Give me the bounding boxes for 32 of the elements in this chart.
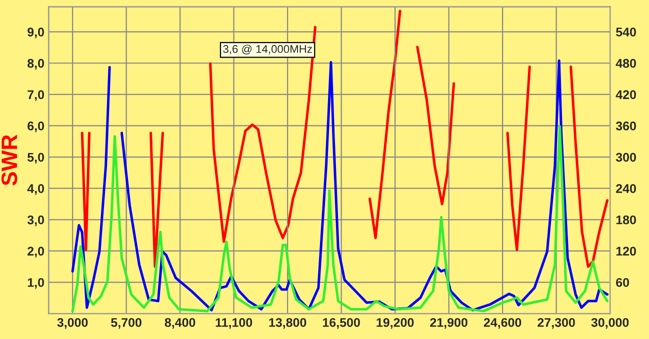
x-tick-label: 27,300 (538, 318, 575, 329)
x-tick-label: 21,900 (430, 318, 468, 329)
x-tick-label: 19,200 (376, 318, 414, 329)
x-tick-label: 5,700 (111, 318, 142, 329)
x-tick-label: 11,100 (216, 318, 252, 329)
y2-tick-label: 300 (616, 152, 636, 162)
y-tick-label: 7,0 (28, 90, 44, 101)
y-tick-label: 3,0 (27, 215, 44, 226)
y2-tick-label: 540 (616, 28, 636, 36)
y2-tick-label: 420 (616, 90, 636, 100)
annotation: 3,6 @ 14,000MHz (223, 44, 312, 54)
y-tick-label: 9,0 (28, 28, 44, 38)
y-tick-label: 1,0 (28, 278, 44, 289)
y-tick-label: 2,0 (28, 246, 44, 258)
y-tick-label: 5,0 (28, 152, 44, 164)
y-tick-label: 4,0 (27, 184, 44, 195)
y2-tick-label: 120 (616, 246, 636, 256)
x-tick-label: 30,000 (591, 318, 629, 329)
x-tick-label: 3,000 (57, 318, 88, 329)
y-axis-title: SWR (1, 134, 18, 186)
y2-tick-label: 240 (616, 184, 636, 194)
y2-tick-label: 360 (616, 122, 636, 130)
x-tick-label: 16,500 (322, 318, 360, 329)
y2-tick-label: 480 (616, 58, 636, 68)
x-tick-label: 24,600 (484, 318, 522, 329)
x-tick-label: 13,800 (269, 318, 306, 329)
y2-tick-label: 180 (616, 215, 636, 224)
y-tick-label: 6,0 (28, 122, 44, 132)
line-series (71, 125, 609, 312)
y2-tick-label: 60 (616, 278, 630, 287)
y-tick-label: 8,0 (28, 58, 44, 70)
x-tick-label: 8,400 (164, 318, 196, 329)
